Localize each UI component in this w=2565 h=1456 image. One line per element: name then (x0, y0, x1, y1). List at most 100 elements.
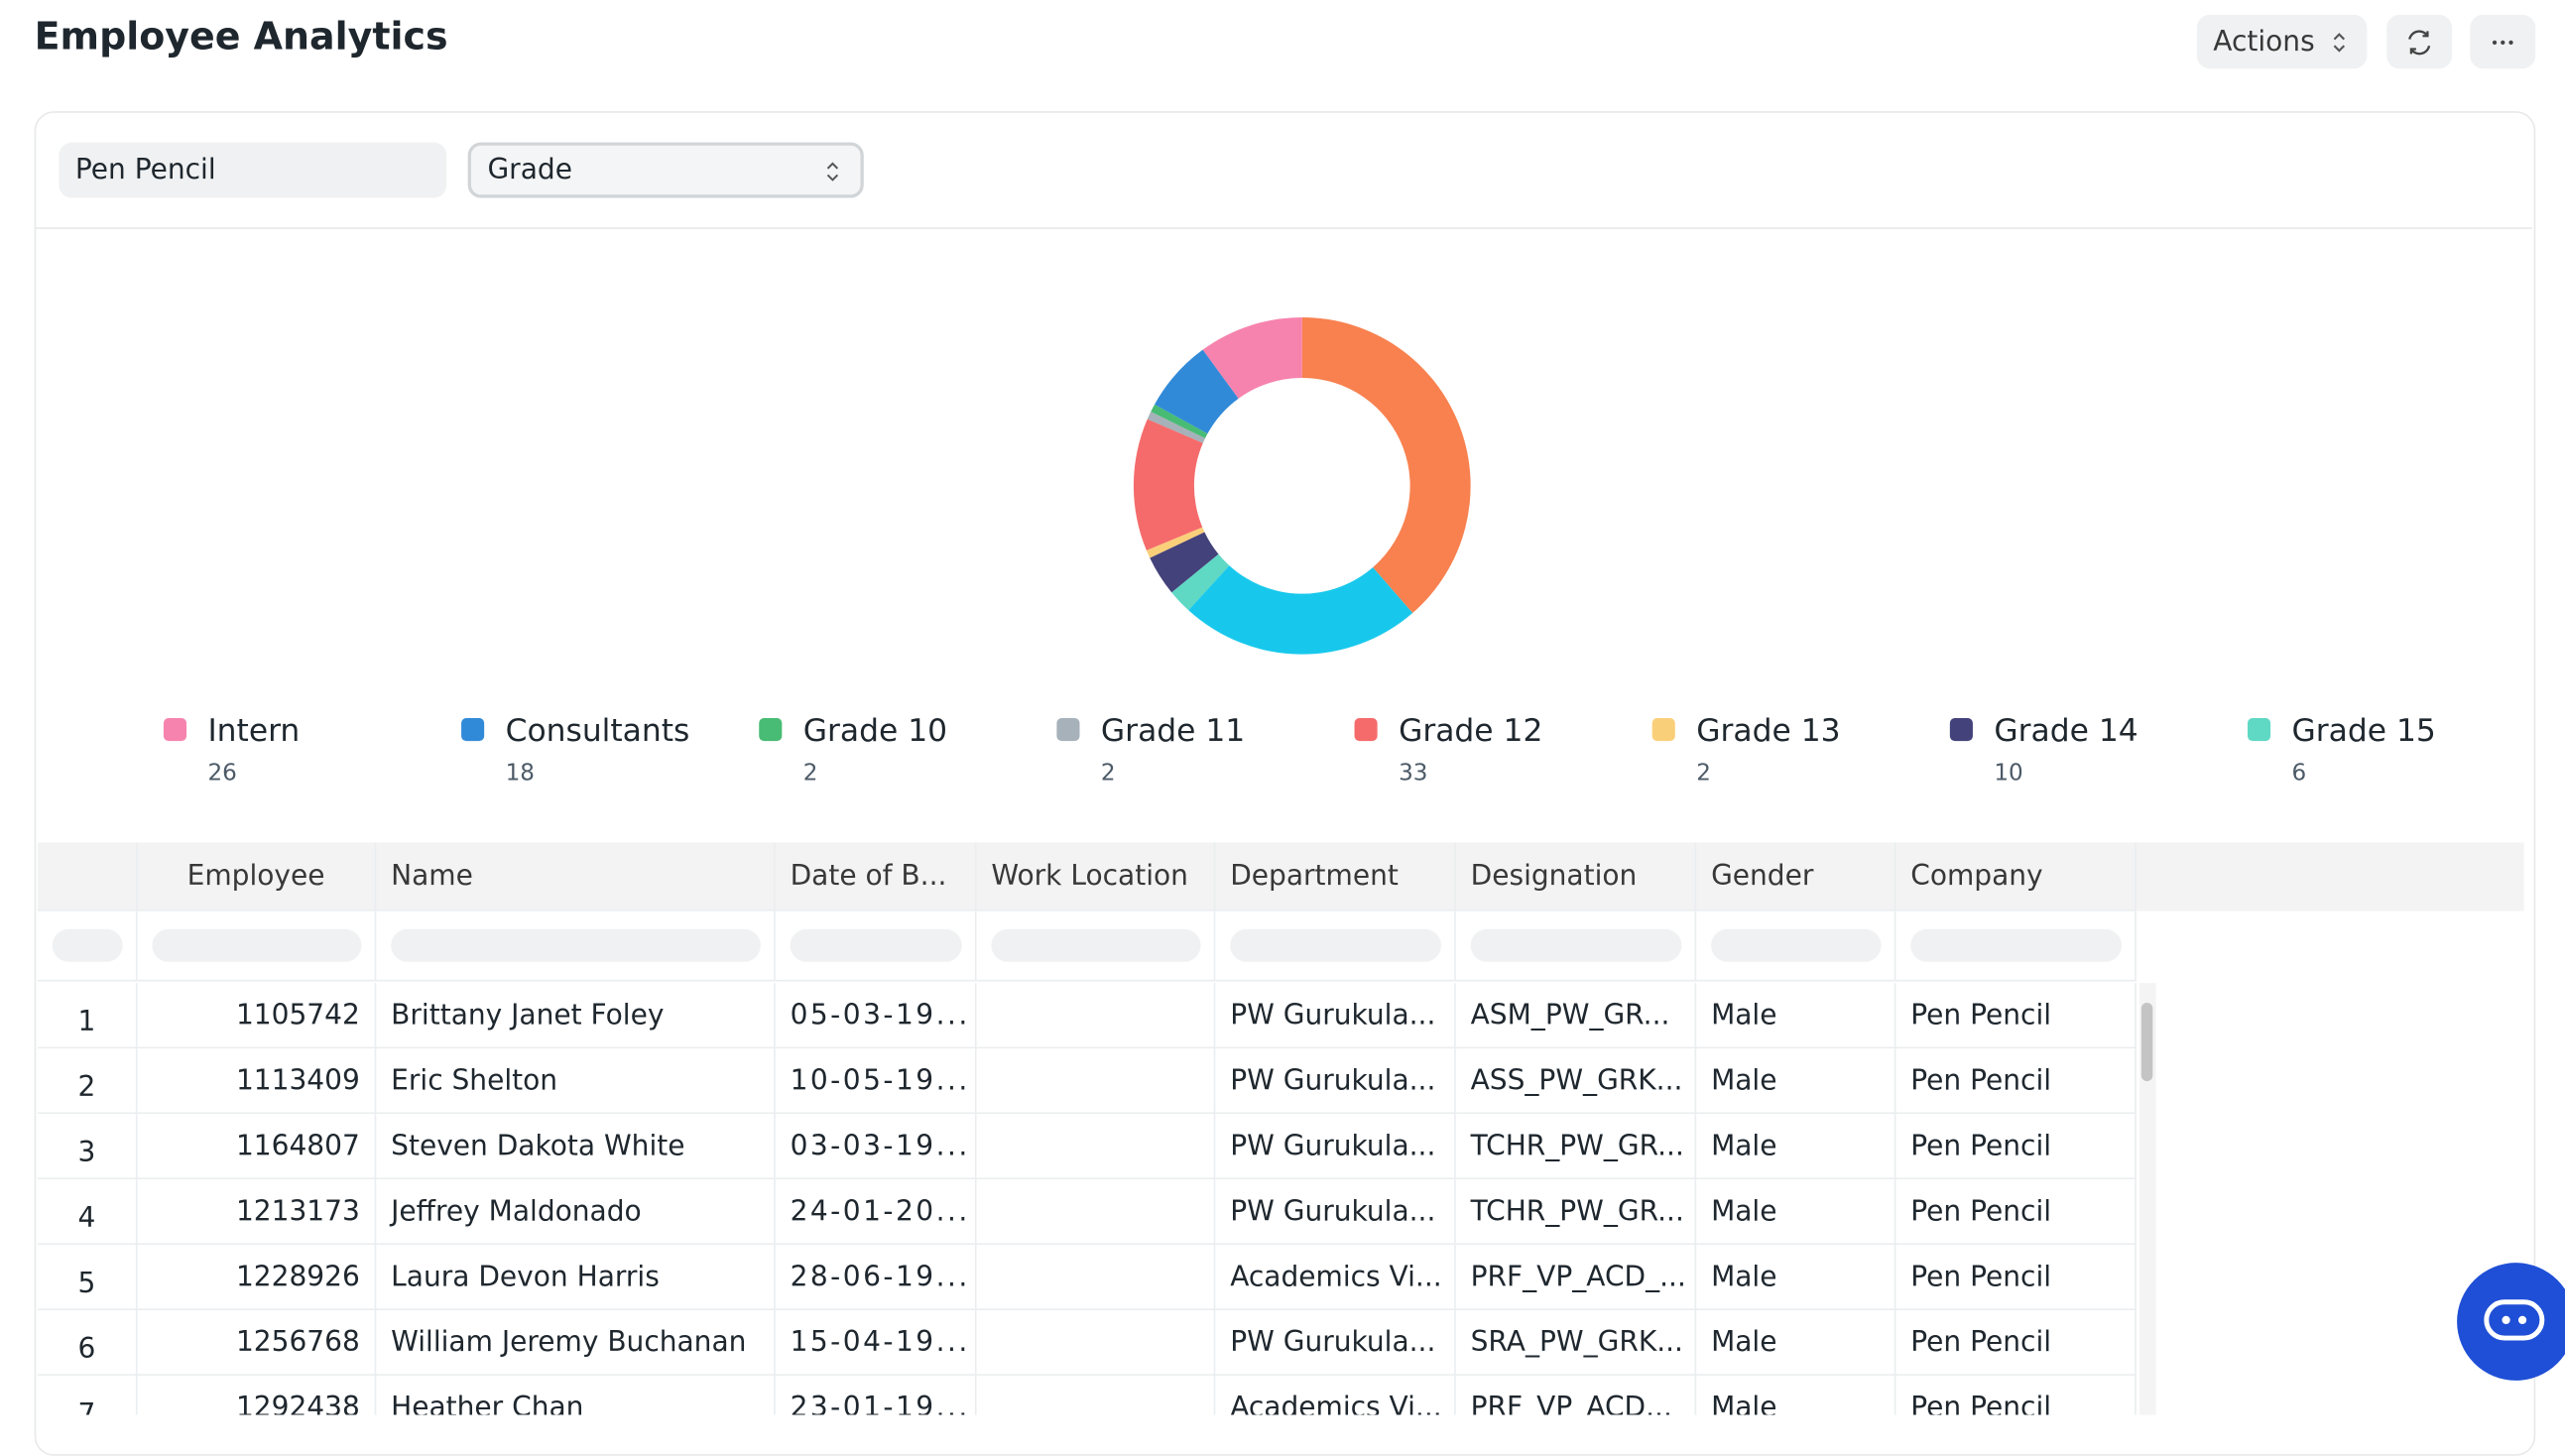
table-cell: SRA_PW_GRK... (1455, 1310, 1697, 1376)
legend-swatch (1056, 717, 1080, 742)
table-cell: 24-01-20... (775, 1179, 977, 1246)
table-cell: 03-03-19... (775, 1114, 977, 1180)
column-filter[interactable] (790, 928, 962, 962)
table-cell: 1105742 (137, 983, 377, 1049)
column-filter[interactable] (152, 928, 362, 962)
app: Employee Analytics Actions Pen Pencil Gr… (34, 14, 2565, 1456)
table-cell: 1113409 (137, 1048, 377, 1115)
legend-label: Intern (207, 713, 300, 749)
column-filter[interactable] (1230, 928, 1441, 962)
donut-segment (1147, 412, 1205, 443)
actions-label: Actions (2213, 25, 2315, 59)
column-filter-cell (376, 910, 776, 982)
legend-swatch (759, 717, 783, 742)
legend-swatch (163, 717, 187, 742)
column-filter-cell (976, 910, 1216, 982)
company-value: Pen Pencil (74, 154, 216, 187)
row-index: 1 (37, 983, 138, 1049)
table-cell: Brittany Janet Foley (376, 983, 776, 1049)
column-filter[interactable] (991, 928, 1201, 962)
table-cell (976, 1048, 1216, 1115)
scrollbar-track (2139, 983, 2156, 1415)
chat-button[interactable] (2457, 1263, 2565, 1381)
legend-value: 26 (207, 761, 236, 787)
table-cell (976, 983, 1216, 1049)
more-button[interactable] (2470, 14, 2536, 69)
row-index: 2 (37, 1048, 138, 1115)
table-cell: 05-03-19... (775, 983, 977, 1049)
table-cell: ASM_PW_GR... (1455, 983, 1697, 1049)
donut-segment (1151, 404, 1208, 438)
row-index: 6 (37, 1310, 138, 1376)
donut-segment (1133, 419, 1203, 551)
refresh-icon (2408, 29, 2431, 55)
legend-label: Grade 12 (1399, 713, 1542, 749)
donut-segment (1150, 532, 1219, 593)
column-filter-cell (1215, 910, 1456, 982)
legend-label: Grade 10 (803, 713, 947, 749)
column-filter[interactable] (1711, 928, 1882, 962)
legend-swatch (1651, 717, 1675, 742)
table-cell: Steven Dakota White (376, 1114, 776, 1180)
refresh-button[interactable] (2386, 14, 2453, 69)
column-filter-cell (775, 910, 977, 982)
table-cell (977, 1375, 1216, 1415)
column-filter[interactable] (1470, 928, 1682, 962)
column-filter[interactable] (52, 928, 123, 962)
column-header (37, 842, 138, 911)
table-cell: PW Gurukula... (1215, 1179, 1456, 1246)
table-cell: ASS_PW_GRK... (1455, 1048, 1697, 1115)
legend-swatch (2248, 717, 2271, 742)
company-filter[interactable]: Pen Pencil (59, 142, 447, 198)
legend-value: 6 (2292, 761, 2307, 787)
legend-label: Grade 15 (2292, 713, 2436, 749)
chevron-icon (2333, 32, 2346, 52)
legend-swatch (1354, 717, 1378, 742)
table-cell: 1256768 (137, 1310, 377, 1376)
table-cell: PW Gurukula... (1215, 1048, 1456, 1115)
table-cell: Male (1696, 1375, 1896, 1415)
column-header: Employee (137, 842, 377, 911)
table-cell: TCHR_PW_GR... (1455, 1179, 1697, 1246)
table-cell: 1292438 (138, 1375, 377, 1415)
legend-value: 2 (1696, 761, 1711, 787)
column-filter[interactable] (391, 928, 761, 962)
table-cell: Pen Pencil (1895, 1114, 2137, 1180)
table-cell: Male (1696, 1048, 1896, 1115)
legend-value: 33 (1399, 761, 1427, 787)
table-cell: Male (1696, 1310, 1896, 1376)
column-header: Department (1215, 842, 1456, 911)
table-cell: William Jeremy Buchanan (376, 1310, 776, 1376)
table-cell: Academics Vi... (1215, 1375, 1456, 1415)
donut-segment (1154, 349, 1239, 434)
donut-segment (1202, 316, 1302, 399)
actions-button[interactable]: Actions (2196, 14, 2368, 69)
table-cell (976, 1114, 1216, 1180)
chevron-icon (826, 162, 839, 182)
table-cell: Male (1696, 1114, 1896, 1180)
group-by-select[interactable]: Grade (467, 142, 864, 198)
donut-segment (1171, 553, 1230, 611)
table-cell (976, 1310, 1216, 1376)
table-cell: Male (1696, 1245, 1896, 1311)
table-cell: Laura Devon Harris (376, 1245, 776, 1311)
legend-swatch (1949, 717, 1973, 742)
column-filter[interactable] (1910, 928, 2123, 962)
page: Employee Analytics Actions Pen Pencil Gr… (34, 14, 2565, 1456)
table-cell: Heather Chan (376, 1375, 776, 1415)
column-header: Work Location (976, 842, 1216, 911)
table-cell: Male (1696, 1179, 1896, 1246)
legend-label: Grade 13 (1696, 713, 1840, 749)
table-cell: PW Gurukula... (1215, 1310, 1456, 1376)
column-filter-cell (37, 910, 138, 982)
table-cell: Pen Pencil (1895, 1375, 2137, 1415)
ellipsis-icon (2492, 39, 2513, 45)
legend-value: 18 (506, 761, 535, 787)
group-by-value: Grade (487, 154, 572, 187)
column-filter-cell (1455, 910, 1697, 982)
table-cell: 1213173 (137, 1179, 377, 1246)
header-row-bg (37, 842, 2524, 911)
table-cell: Pen Pencil (1895, 1048, 2137, 1115)
table-cell (976, 1179, 1216, 1246)
